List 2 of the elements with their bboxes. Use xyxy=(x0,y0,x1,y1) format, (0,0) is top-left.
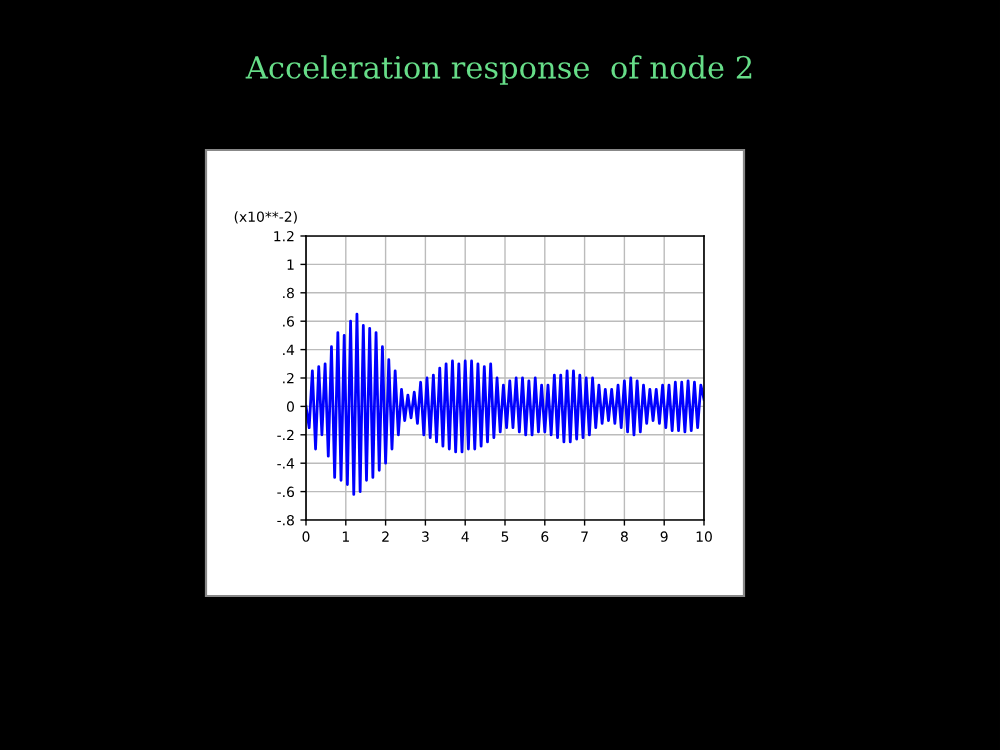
line-series xyxy=(306,312,704,496)
chart-title: Acceleration response of node 2 xyxy=(245,55,752,85)
